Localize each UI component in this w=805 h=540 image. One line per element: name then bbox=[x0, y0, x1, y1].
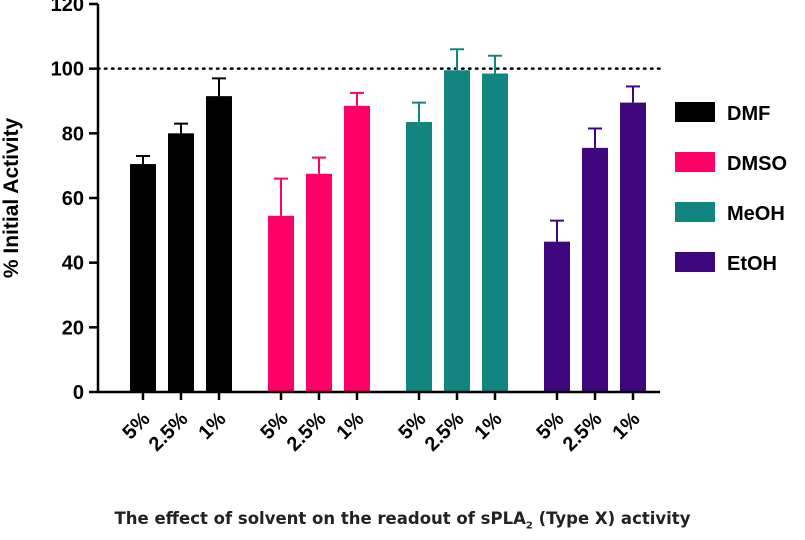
legend-swatch bbox=[675, 152, 715, 172]
legend-label: DMF bbox=[727, 103, 770, 125]
y-tick-label: 40 bbox=[62, 253, 84, 275]
legend-swatch bbox=[675, 102, 715, 122]
x-tick-label: 2.5% bbox=[145, 408, 193, 456]
chart-caption: The effect of solvent on the readout of … bbox=[0, 509, 805, 531]
bar bbox=[306, 173, 332, 392]
bar bbox=[406, 122, 432, 393]
plot-area: 5%2.5% 1% 5%2.5% 1% 5%2.5% 1% 5%2.5% 1%02040608… bbox=[0, 0, 662, 456]
y-tick-label: 60 bbox=[62, 188, 84, 210]
legend-swatch bbox=[675, 252, 715, 272]
bar bbox=[544, 241, 570, 392]
bar bbox=[130, 164, 156, 392]
y-tick-label: 100 bbox=[51, 59, 84, 81]
legend-label: DMSO bbox=[727, 153, 787, 175]
y-tick-label: 0 bbox=[73, 382, 84, 404]
bar bbox=[344, 105, 370, 392]
y-tick-label: 120 bbox=[51, 0, 84, 16]
x-tick-label: 2.5% bbox=[421, 408, 469, 456]
x-tick-label: 2.5% bbox=[283, 408, 331, 456]
x-tick-label: 1% bbox=[471, 408, 507, 444]
caption-text: The effect of solvent on the readout of … bbox=[114, 509, 526, 528]
legend-swatch bbox=[675, 202, 715, 222]
bar bbox=[268, 215, 294, 392]
y-tick-label: 80 bbox=[62, 123, 84, 145]
x-tick-label: 2.5% bbox=[559, 408, 607, 456]
legend-label: MeOH bbox=[727, 203, 785, 225]
legend-label: EtOH bbox=[727, 253, 777, 275]
bar bbox=[168, 133, 194, 393]
x-tick-label: 1% bbox=[195, 408, 231, 444]
bar bbox=[444, 70, 470, 393]
bar bbox=[206, 96, 232, 393]
caption-subscript: 2 bbox=[525, 520, 533, 532]
bar bbox=[482, 73, 508, 393]
bar bbox=[620, 102, 646, 392]
legend: DMF DMSO MeOH EtOH bbox=[675, 102, 787, 275]
x-tick-label: 1% bbox=[333, 408, 369, 444]
bar bbox=[582, 147, 608, 392]
y-tick-label: 20 bbox=[62, 317, 84, 339]
x-tick-label: 1% bbox=[609, 408, 645, 444]
y-axis-label: % Initial Activity bbox=[0, 118, 23, 279]
caption-text-end: (Type X) activity bbox=[532, 509, 691, 528]
